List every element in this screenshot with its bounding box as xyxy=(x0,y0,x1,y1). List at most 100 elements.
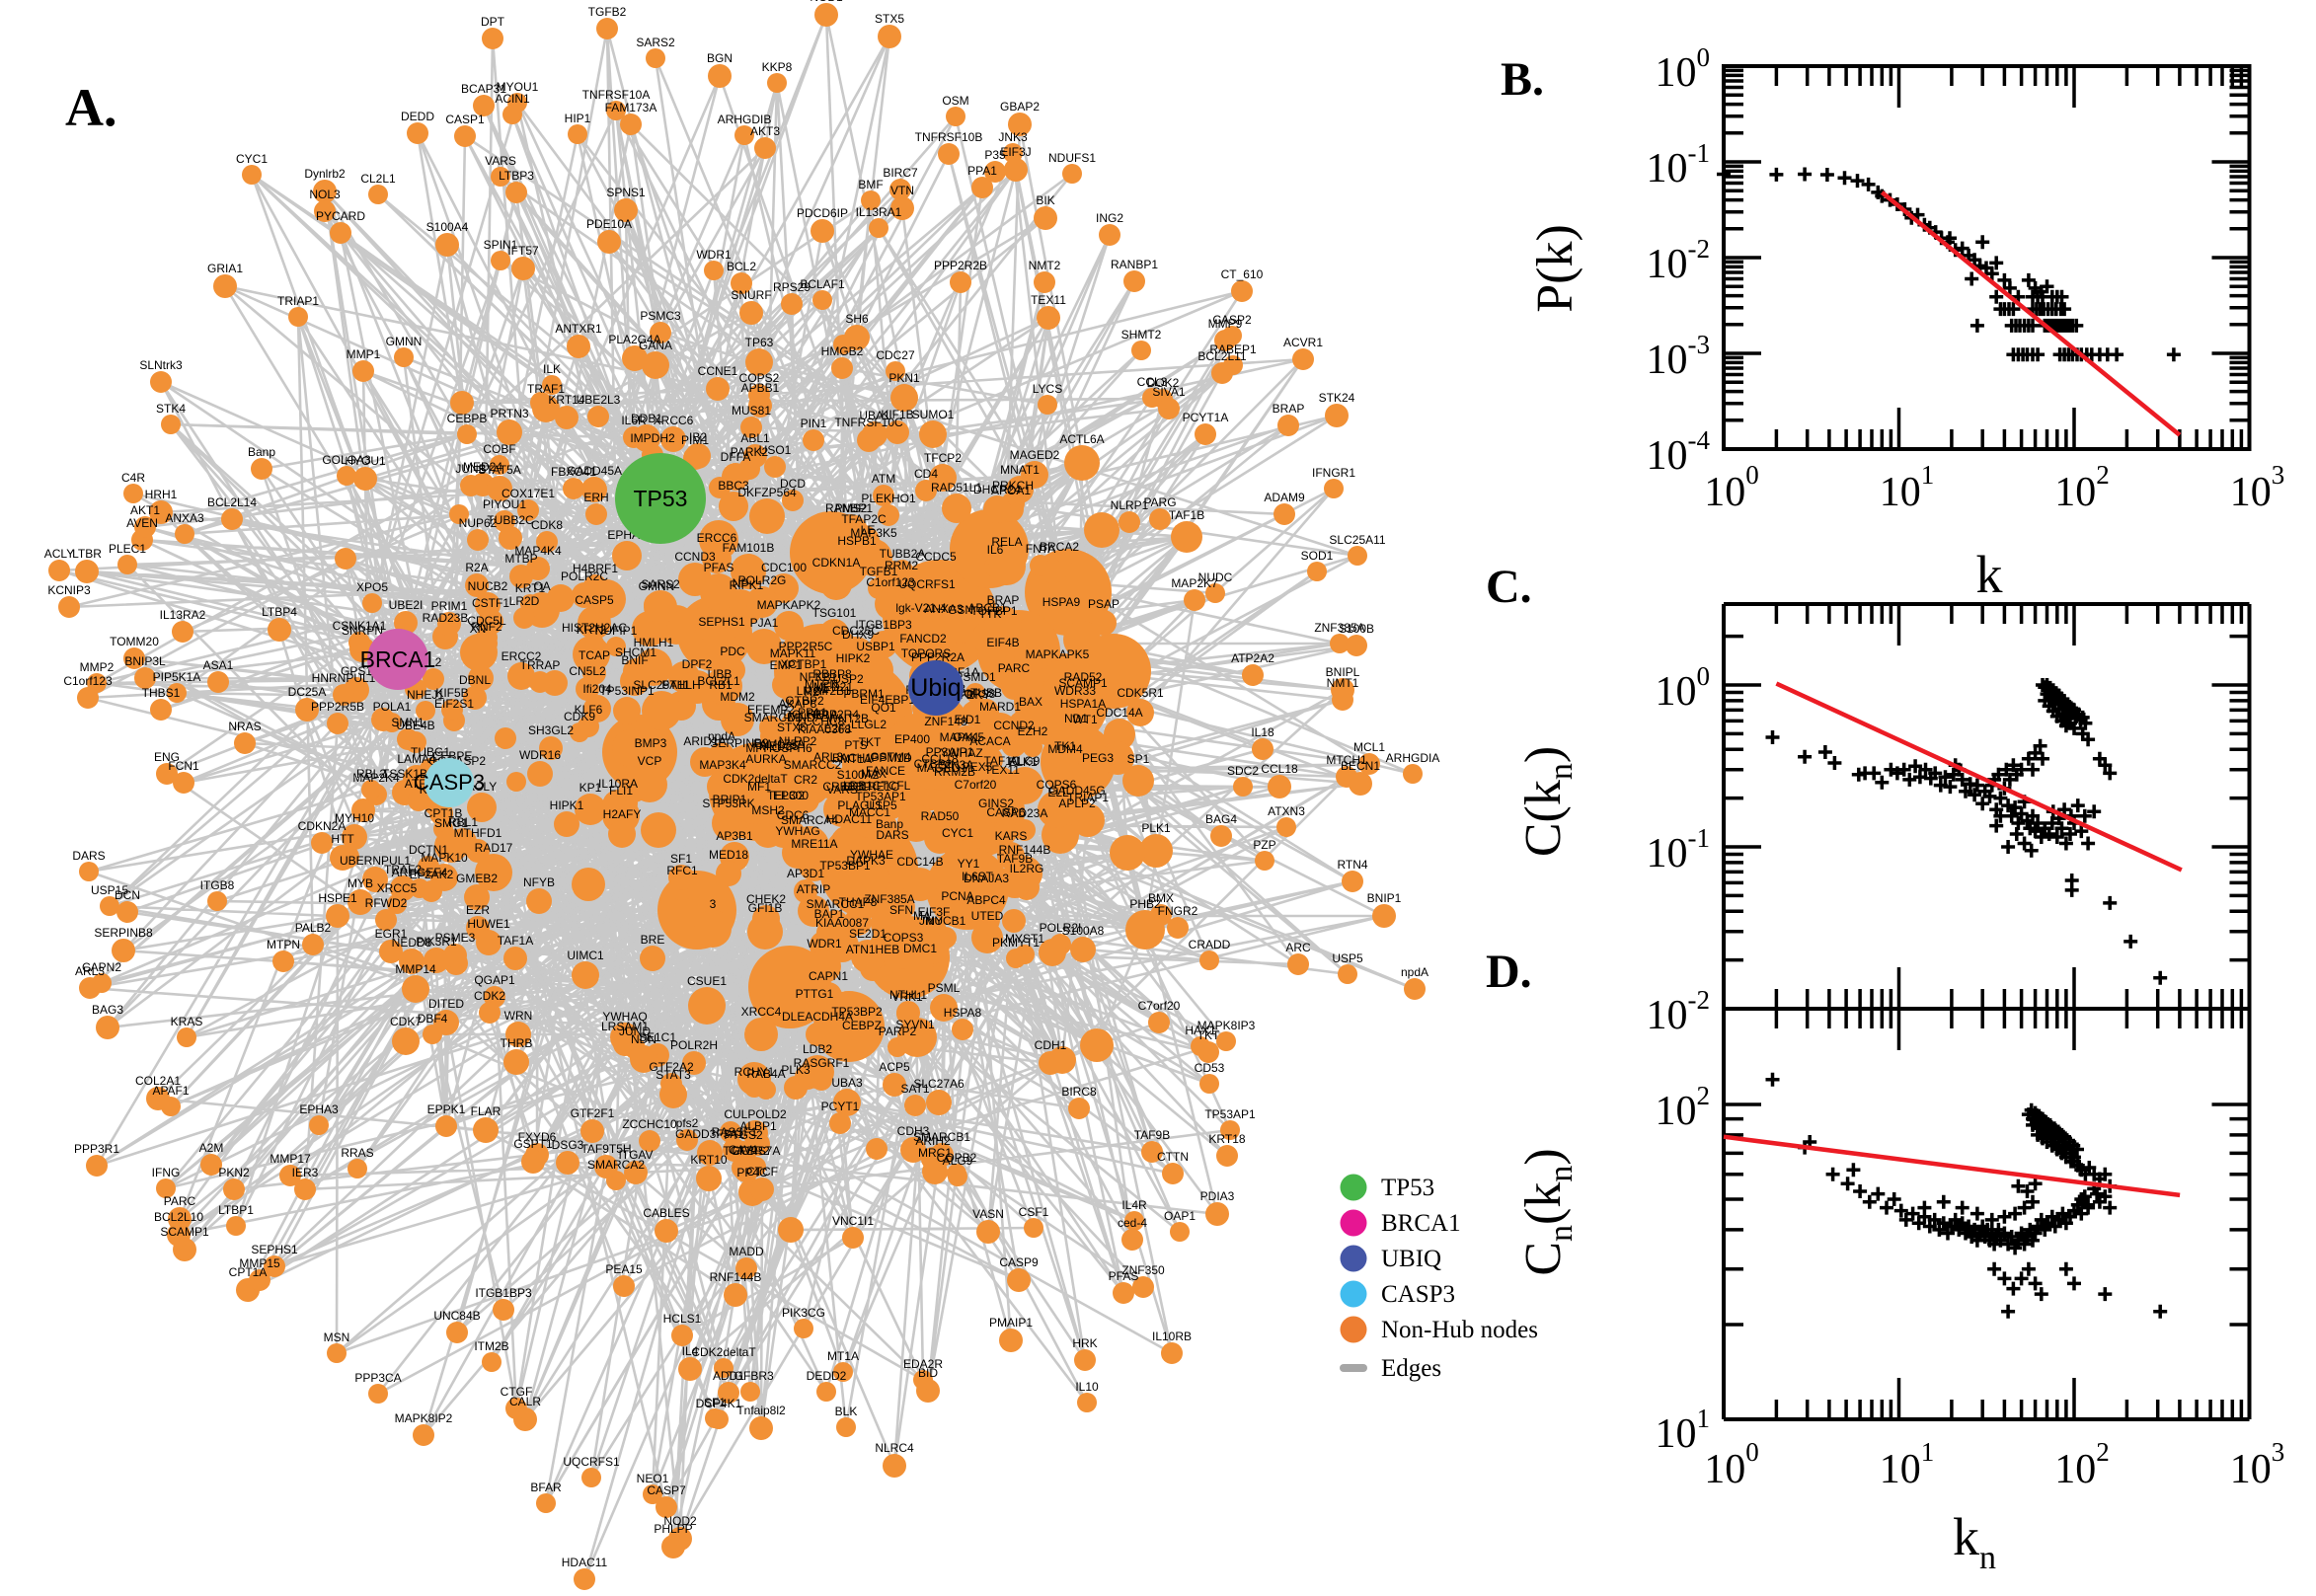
svg-text:CCL18: CCL18 xyxy=(921,752,959,766)
svg-text:IFNG: IFNG xyxy=(152,1166,181,1179)
svg-text:APOA1: APOA1 xyxy=(991,484,1031,497)
svg-text:FLI1: FLI1 xyxy=(609,784,633,798)
svg-text:HUWE1: HUWE1 xyxy=(467,917,510,931)
svg-text:NUDC: NUDC xyxy=(1198,570,1233,584)
svg-text:MARD1: MARD1 xyxy=(979,700,1021,714)
svg-text:FAM175A: FAM175A xyxy=(753,737,806,751)
svg-text:SYVN1: SYVN1 xyxy=(895,1018,935,1031)
svg-text:MYST1: MYST1 xyxy=(1005,932,1044,946)
svg-text:PCYT1A: PCYT1A xyxy=(1183,411,1229,424)
svg-text:D.: D. xyxy=(1486,946,1532,998)
svg-text:HSPE1: HSPE1 xyxy=(318,891,357,905)
svg-text:MYOU1: MYOU1 xyxy=(497,80,539,94)
svg-text:BCAP31: BCAP31 xyxy=(461,82,506,96)
svg-text:DFFA: DFFA xyxy=(721,450,751,464)
svg-text:PDCD6IP: PDCD6IP xyxy=(797,206,848,220)
svg-text:ANTXR1: ANTXR1 xyxy=(555,322,602,336)
svg-text:RRM2B: RRM2B xyxy=(934,765,975,779)
svg-text:DARS: DARS xyxy=(72,849,105,863)
svg-text:H2AFY: H2AFY xyxy=(603,807,642,821)
svg-text:CASP5: CASP5 xyxy=(575,593,614,607)
svg-text:NEO1: NEO1 xyxy=(637,1472,669,1485)
svg-text:MAPK11: MAPK11 xyxy=(770,646,816,660)
svg-text:COPS6: COPS6 xyxy=(1037,778,1077,792)
svg-text:MAPKAPK2: MAPKAPK2 xyxy=(757,598,821,612)
svg-text:MF1: MF1 xyxy=(747,780,771,794)
svg-text:BNIP3L: BNIP3L xyxy=(124,654,166,668)
svg-text:ITM2B: ITM2B xyxy=(474,1339,508,1353)
svg-text:CDK2: CDK2 xyxy=(474,989,505,1003)
svg-text:IL6ST: IL6ST xyxy=(962,870,994,883)
svg-text:CSNK1A1: CSNK1A1 xyxy=(333,619,387,633)
svg-text:PDE10A: PDE10A xyxy=(586,217,632,231)
svg-text:CR2: CR2 xyxy=(794,773,817,787)
svg-text:RANBP1: RANBP1 xyxy=(1111,258,1158,271)
svg-text:NUCB1: NUCB1 xyxy=(926,914,966,928)
svg-text:PLAGL1: PLAGL1 xyxy=(837,798,883,812)
svg-text:GRIA1: GRIA1 xyxy=(207,262,243,275)
svg-text:SE2D1: SE2D1 xyxy=(849,927,887,941)
svg-text:ARL3: ARL3 xyxy=(75,964,105,978)
svg-text:DDB1: DDB1 xyxy=(631,412,662,425)
svg-text:SLC25A11: SLC25A11 xyxy=(1329,533,1385,547)
svg-text:ARL3: ARL3 xyxy=(813,750,843,764)
svg-text:CASP1: CASP1 xyxy=(445,113,485,126)
svg-text:PTGS2: PTGS2 xyxy=(724,1128,763,1142)
svg-text:NOD2: NOD2 xyxy=(663,1514,697,1528)
svg-text:S100A2: S100A2 xyxy=(837,768,880,782)
svg-text:RAD52: RAD52 xyxy=(1064,670,1103,684)
svg-text:RAD23B: RAD23B xyxy=(423,611,469,625)
svg-text:TFAP2C: TFAP2C xyxy=(841,512,887,526)
svg-text:Tnfaip8l2: Tnfaip8l2 xyxy=(736,1404,786,1417)
svg-text:BACH1: BACH1 xyxy=(832,751,872,765)
svg-text:IL10: IL10 xyxy=(1075,1380,1099,1394)
svg-text:HMGB2: HMGB2 xyxy=(821,344,864,358)
svg-text:MMP15: MMP15 xyxy=(239,1256,280,1270)
svg-text:POLR2C: POLR2C xyxy=(561,570,608,583)
svg-text:MMP14: MMP14 xyxy=(395,962,436,976)
svg-text:IER3: IER3 xyxy=(292,1166,319,1179)
svg-text:TK1: TK1 xyxy=(1054,739,1076,753)
svg-text:UBERNPUL1: UBERNPUL1 xyxy=(340,854,411,868)
svg-text:RAD17: RAD17 xyxy=(475,841,513,855)
svg-text:H4BRF1: H4BRF1 xyxy=(573,562,618,575)
svg-text:STAT3: STAT3 xyxy=(656,1068,691,1082)
svg-text:CDC14A: CDC14A xyxy=(1096,706,1142,720)
svg-text:MMP17: MMP17 xyxy=(270,1152,311,1166)
svg-text:ENG: ENG xyxy=(154,750,180,764)
svg-text:CEBPB: CEBPB xyxy=(447,412,488,425)
svg-text:PP4C: PP4C xyxy=(736,1166,768,1179)
svg-text:BAG3: BAG3 xyxy=(92,1003,123,1017)
svg-text:IL18: IL18 xyxy=(1251,725,1274,739)
svg-text:TOPBP1: TOPBP1 xyxy=(970,604,1017,618)
svg-text:SARS2: SARS2 xyxy=(641,577,680,591)
svg-text:PPM1D: PPM1D xyxy=(871,751,912,765)
svg-text:C7orf20: C7orf20 xyxy=(955,778,997,792)
svg-text:101: 101 xyxy=(1880,1437,1935,1492)
svg-text:ARIH2: ARIH2 xyxy=(915,1134,951,1148)
svg-text:COPS2: COPS2 xyxy=(739,371,780,385)
svg-text:MNAT1: MNAT1 xyxy=(1000,463,1040,477)
svg-text:ADAM9: ADAM9 xyxy=(1264,491,1305,504)
svg-text:MAP4K4: MAP4K4 xyxy=(514,544,562,558)
svg-text:SMARCC2: SMARCC2 xyxy=(784,758,842,772)
svg-text:RAD23A: RAD23A xyxy=(1002,806,1048,820)
svg-text:ARHGDIB: ARHGDIB xyxy=(718,113,772,126)
svg-text:PKMYT1: PKMYT1 xyxy=(992,936,1040,950)
svg-text:MAGED1: MAGED1 xyxy=(917,761,967,775)
svg-text:THBS1: THBS1 xyxy=(142,686,181,700)
svg-text:MAP3K4: MAP3K4 xyxy=(699,758,746,772)
svg-text:FAM173A: FAM173A xyxy=(605,101,657,114)
svg-text:CDH1: CDH1 xyxy=(1035,1038,1067,1052)
svg-text:RASSF1: RASSF1 xyxy=(712,1125,758,1139)
svg-text:GSTM4: GSTM4 xyxy=(870,750,911,764)
svg-text:PMS2: PMS2 xyxy=(835,501,868,515)
svg-text:UBA3: UBA3 xyxy=(831,1076,863,1090)
svg-text:STK4: STK4 xyxy=(156,402,186,416)
svg-text:HSPB1: HSPB1 xyxy=(837,534,877,548)
svg-text:SMARCA4: SMARCA4 xyxy=(781,813,838,827)
svg-text:IMPDH2: IMPDH2 xyxy=(630,431,675,445)
svg-text:MT1A: MT1A xyxy=(827,1349,859,1363)
svg-text:UBIQ: UBIQ xyxy=(1381,1246,1441,1272)
svg-text:FBXO41: FBXO41 xyxy=(551,465,596,479)
